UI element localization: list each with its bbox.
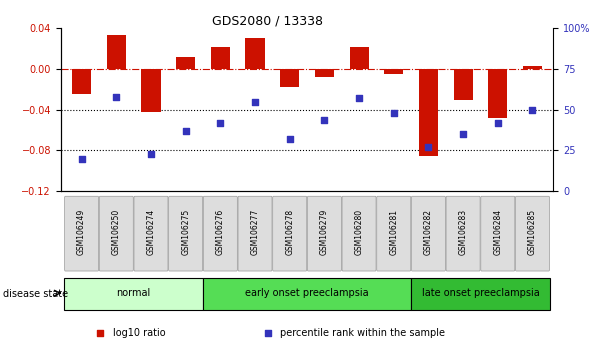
Point: [320, 117, 330, 122]
FancyBboxPatch shape: [99, 196, 133, 271]
FancyBboxPatch shape: [203, 278, 411, 310]
Text: log10 ratio: log10 ratio: [112, 328, 165, 338]
Bar: [107, 35, 126, 69]
FancyBboxPatch shape: [64, 196, 98, 271]
Point: [458, 131, 468, 137]
Text: GSM106283: GSM106283: [458, 209, 468, 255]
Text: GSM106274: GSM106274: [147, 209, 156, 255]
FancyBboxPatch shape: [446, 196, 480, 271]
Text: GSM106250: GSM106250: [112, 209, 121, 255]
Bar: [246, 39, 264, 69]
FancyBboxPatch shape: [134, 196, 168, 271]
FancyBboxPatch shape: [203, 196, 237, 271]
FancyBboxPatch shape: [377, 196, 411, 271]
Bar: [384, 69, 403, 74]
Point: [95, 330, 105, 336]
Point: [77, 156, 86, 161]
Bar: [523, 66, 542, 69]
Point: [250, 99, 260, 104]
Text: normal: normal: [117, 288, 151, 298]
Point: [181, 128, 190, 134]
Point: [528, 107, 537, 113]
Bar: [176, 57, 195, 69]
Bar: [72, 69, 91, 95]
Text: GSM106279: GSM106279: [320, 209, 329, 255]
Text: GSM106284: GSM106284: [493, 209, 502, 255]
FancyBboxPatch shape: [516, 196, 550, 271]
Bar: [488, 69, 507, 118]
FancyBboxPatch shape: [411, 278, 550, 310]
Bar: [315, 69, 334, 77]
FancyBboxPatch shape: [342, 196, 376, 271]
Bar: [142, 69, 161, 112]
FancyBboxPatch shape: [238, 196, 272, 271]
Point: [263, 330, 272, 336]
Point: [215, 120, 225, 126]
Text: GSM106249: GSM106249: [77, 209, 86, 255]
FancyBboxPatch shape: [273, 196, 306, 271]
FancyBboxPatch shape: [64, 278, 203, 310]
Text: GSM106276: GSM106276: [216, 209, 225, 255]
Point: [146, 151, 156, 156]
Text: GSM106275: GSM106275: [181, 209, 190, 255]
FancyBboxPatch shape: [481, 196, 515, 271]
Text: GSM106280: GSM106280: [354, 209, 364, 255]
Bar: [211, 47, 230, 69]
Bar: [419, 69, 438, 155]
Text: GSM106277: GSM106277: [250, 209, 260, 255]
Text: GSM106285: GSM106285: [528, 209, 537, 255]
Point: [493, 120, 503, 126]
Point: [111, 94, 121, 99]
Bar: [280, 69, 299, 87]
Text: percentile rank within the sample: percentile rank within the sample: [280, 328, 445, 338]
FancyBboxPatch shape: [308, 196, 341, 271]
Text: GSM106281: GSM106281: [389, 209, 398, 255]
Text: GSM106282: GSM106282: [424, 209, 433, 255]
Text: GSM106278: GSM106278: [285, 209, 294, 255]
Text: disease state: disease state: [3, 289, 68, 299]
Bar: [454, 69, 472, 99]
Point: [389, 110, 399, 116]
Point: [285, 136, 294, 142]
Title: GDS2080 / 13338: GDS2080 / 13338: [212, 14, 323, 27]
FancyBboxPatch shape: [412, 196, 446, 271]
Text: late onset preeclampsia: late onset preeclampsia: [421, 288, 539, 298]
FancyBboxPatch shape: [168, 196, 202, 271]
Point: [424, 144, 434, 150]
Point: [354, 96, 364, 101]
Bar: [350, 47, 368, 69]
Text: early onset preeclampsia: early onset preeclampsia: [245, 288, 369, 298]
